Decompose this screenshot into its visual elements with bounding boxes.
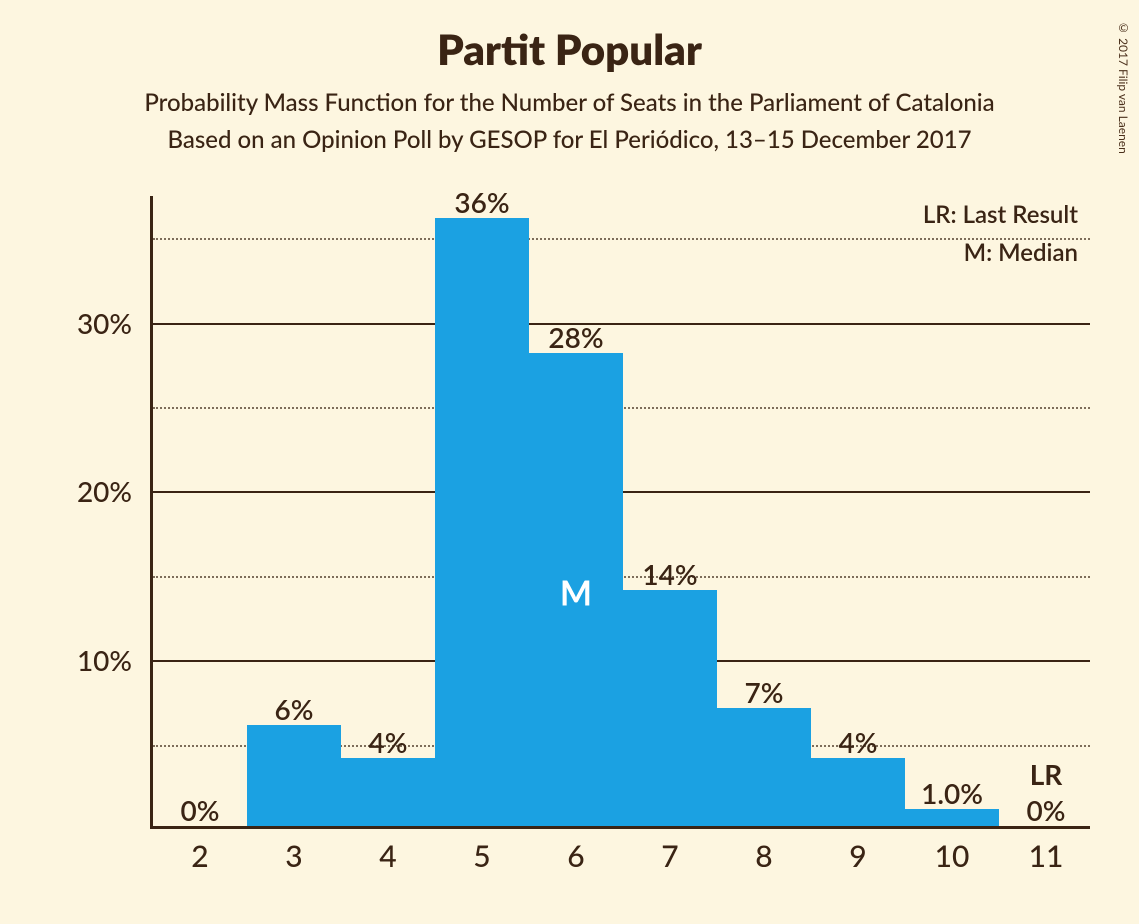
copyright-text: © 2017 Filip van Laenen <box>1116 20 1131 154</box>
bar <box>435 218 528 826</box>
x-axis-tick-label: 11 <box>1029 838 1064 874</box>
grid-major-line <box>153 323 1090 325</box>
bar-value-label: 0% <box>1027 793 1066 827</box>
last-result-marker: LR <box>1030 757 1063 791</box>
y-axis-tick-label: 20% <box>52 474 132 508</box>
x-axis-tick-label: 9 <box>849 838 866 874</box>
x-axis-tick-label: 2 <box>191 838 208 874</box>
subtitle-line-2: Based on an Opinion Poll by GESOP for El… <box>0 121 1139 158</box>
x-axis-tick-label: 8 <box>755 838 772 874</box>
x-axis-tick-label: 7 <box>661 838 678 874</box>
chart-subtitle: Probability Mass Function for the Number… <box>0 84 1139 158</box>
x-axis-tick-label: 6 <box>567 838 584 874</box>
bar-value-label: 1.0% <box>921 776 983 810</box>
legend-last-result: LR: Last Result <box>923 200 1078 229</box>
bar-value-label: 36% <box>454 185 509 219</box>
y-axis-tick-label: 30% <box>52 306 132 340</box>
bar-value-label: 6% <box>275 692 314 726</box>
bar-value-label: 28% <box>548 320 603 354</box>
x-axis-tick-label: 10 <box>935 838 970 874</box>
x-axis-tick-label: 5 <box>473 838 490 874</box>
chart-container: LR: Last Result M: Median 10%20%30%0%26%… <box>60 196 1100 896</box>
bar <box>811 758 904 826</box>
y-axis-tick-label: 10% <box>52 643 132 677</box>
grid-minor-line <box>153 238 1090 240</box>
x-axis-tick-label: 4 <box>379 838 396 874</box>
chart-title: Partit Popular <box>0 0 1139 74</box>
bar <box>341 758 434 826</box>
median-marker: M <box>560 572 592 613</box>
subtitle-line-1: Probability Mass Function for the Number… <box>0 84 1139 121</box>
bar-value-label: 7% <box>745 675 784 709</box>
x-axis-tick-label: 3 <box>285 838 302 874</box>
bar-value-label: 4% <box>839 725 878 759</box>
bar-value-label: 14% <box>642 557 697 591</box>
bar <box>905 809 998 826</box>
bar <box>623 590 716 826</box>
bar-value-label: 4% <box>369 725 408 759</box>
plot-area: LR: Last Result M: Median 10%20%30%0%26%… <box>150 196 1090 829</box>
legend-median: M: Median <box>964 238 1078 267</box>
bar <box>247 725 340 826</box>
bar-value-label: 0% <box>181 793 220 827</box>
bar <box>717 708 810 826</box>
